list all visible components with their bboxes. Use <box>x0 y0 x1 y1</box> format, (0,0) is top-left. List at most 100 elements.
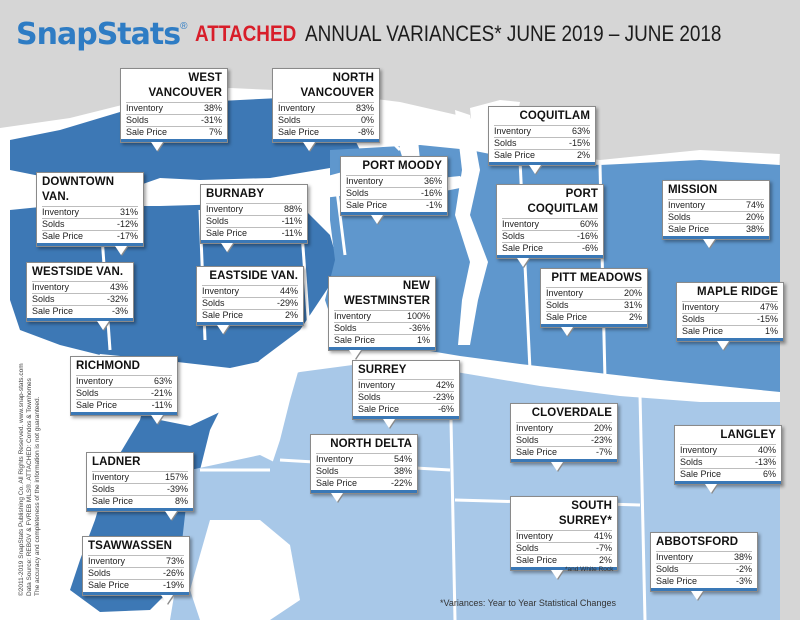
stat-row-solds: Solds -32% <box>32 293 128 305</box>
region-card-ladner: LADNER Inventory 157% Solds -39% Sale Price 8% <box>86 452 194 520</box>
stat-row-sale-price: Sale Price -3% <box>656 575 752 587</box>
stat-row-inventory: Inventory 43% <box>32 281 128 293</box>
callout-pointer <box>97 321 109 330</box>
stat-value: -32% <box>106 294 128 304</box>
region-card-port-moody: PORT MOODY Inventory 36% Solds -16% Sale Pric… <box>340 156 448 224</box>
region-card-cloverdale: CLOVERDALE Inventory 20% Solds -23% Sale Pric… <box>510 403 618 471</box>
region-card-eastside-van: EASTSIDE VAN. Inventory 44% Solds -29% Sale P… <box>196 266 304 334</box>
stat-label: Inventory <box>278 103 316 113</box>
region-name: PITT MEADOWS <box>551 272 642 284</box>
copyright-block: ©2011-2019 SnapStats Publishing Co. All … <box>18 363 42 596</box>
card-accent-bar <box>201 240 307 243</box>
stat-value: -39% <box>166 484 188 494</box>
card-accent-bar <box>511 459 617 462</box>
stat-row-inventory: Inventory 54% <box>316 453 412 465</box>
card-accent-bar <box>511 567 617 570</box>
variances-note: *Variances: Year to Year Statistical Cha… <box>440 598 616 608</box>
stat-value: -16% <box>420 188 442 198</box>
stat-value: 31% <box>623 300 642 310</box>
stat-value: 41% <box>593 531 612 541</box>
stat-row-sale-price: Sale Price 2% <box>516 554 612 566</box>
registered-mark: ® <box>180 20 188 32</box>
stat-value: 0% <box>360 115 374 125</box>
region-name: MISSION <box>668 184 718 196</box>
callout-pointer <box>551 570 563 579</box>
stat-row-solds: Solds 0% <box>278 114 374 126</box>
card-accent-bar <box>497 255 603 258</box>
card-accent-bar <box>37 243 143 246</box>
stat-label: Inventory <box>516 423 554 433</box>
stat-value: -13% <box>754 457 776 467</box>
stat-row-sale-price: Sale Price 2% <box>202 309 298 321</box>
callout-pointer <box>691 591 703 600</box>
stat-label: Inventory <box>92 472 130 482</box>
region-card-mission: MISSION Inventory 74% Solds 20% Sale Price 38% <box>662 180 770 248</box>
stat-label: Inventory <box>546 288 584 298</box>
region-card-new-westminster: NEW WESTMINSTER Inventory 100% Solds -36% Sal… <box>328 276 436 359</box>
stat-row-inventory: Inventory 157% <box>92 471 188 483</box>
stat-row-sale-price: Sale Price 2% <box>494 149 590 161</box>
stat-label: Inventory <box>126 103 164 113</box>
stat-row-inventory: Inventory 31% <box>42 206 138 218</box>
callout-pointer <box>383 419 395 428</box>
stat-row-sale-price: Sale Price 6% <box>680 468 776 480</box>
stat-label: Solds <box>32 294 55 304</box>
stat-value: -7% <box>595 543 612 553</box>
card-accent-bar <box>541 324 647 327</box>
callout-pointer <box>331 493 343 502</box>
stat-value: 2% <box>576 150 590 160</box>
stat-row-inventory: Inventory 88% <box>206 203 302 215</box>
stat-value: 1% <box>764 326 778 336</box>
region-card-west-vancouver: WEST VANCOUVER Inventory 38% Solds -31% Sale … <box>120 68 228 151</box>
callout-pointer <box>115 246 127 255</box>
stat-label: Solds <box>494 138 517 148</box>
stat-label: Sale Price <box>502 243 544 253</box>
stat-value: 2% <box>628 312 642 322</box>
stat-label: Solds <box>668 212 691 222</box>
region-card-north-delta: NORTH DELTA Inventory 54% Solds 38% Sale Pric… <box>310 434 418 502</box>
region-card-richmond: RICHMOND Inventory 63% Solds -21% Sale Price -… <box>70 356 178 424</box>
stat-label: Solds <box>278 115 301 125</box>
stat-row-solds: Solds -15% <box>494 137 590 149</box>
stat-value: -3% <box>735 576 752 586</box>
stat-value: 38% <box>733 552 752 562</box>
source-line: Data Source: REBGV & FVREB MLS®. ATTACHE… <box>26 378 33 596</box>
stat-label: Solds <box>516 543 539 553</box>
stat-value: -23% <box>432 392 454 402</box>
stat-label: Sale Price <box>42 231 84 241</box>
stat-label: Sale Price <box>656 576 698 586</box>
header: Snap Stats ® ATTACHED ANNUAL VARIANCES* JU… <box>16 14 789 54</box>
stat-value: 20% <box>745 212 764 222</box>
stat-label: Inventory <box>42 207 80 217</box>
region-name: RICHMOND <box>76 360 141 372</box>
stat-value: 100% <box>406 311 430 321</box>
stat-label: Inventory <box>502 219 540 229</box>
stat-row-inventory: Inventory 40% <box>680 444 776 456</box>
callout-pointer <box>705 484 717 493</box>
stat-value: 44% <box>279 286 298 296</box>
stat-row-sale-price: Sale Price 1% <box>682 325 778 337</box>
stat-label: Inventory <box>202 286 240 296</box>
stat-label: Sale Price <box>546 312 588 322</box>
stat-value: 40% <box>757 445 776 455</box>
stat-label: Solds <box>682 314 705 324</box>
region-name: EASTSIDE VAN. <box>209 270 298 282</box>
stat-label: Inventory <box>76 376 114 386</box>
region-card-south-surrey: SOUTH SURREY* Inventory 41% Solds -7% Sale Pr… <box>510 496 618 579</box>
stat-row-solds: Solds -31% <box>126 114 222 126</box>
callout-pointer <box>529 165 541 174</box>
stat-value: 31% <box>119 207 138 217</box>
stat-row-solds: Solds -23% <box>516 434 612 446</box>
stat-label: Sale Price <box>346 200 388 210</box>
stat-label: Solds <box>126 115 149 125</box>
stat-label: Solds <box>346 188 369 198</box>
stat-label: Sale Price <box>88 580 130 590</box>
card-accent-bar <box>121 139 227 142</box>
callout-pointer <box>217 325 229 334</box>
stat-row-solds: Solds -29% <box>202 297 298 309</box>
region-name: ABBOTSFORD <box>656 536 739 548</box>
region-card-surrey: SURREY Inventory 42% Solds -23% Sale Price -6% <box>352 360 460 428</box>
stat-row-inventory: Inventory 38% <box>656 551 752 563</box>
stat-row-sale-price: Sale Price -6% <box>502 242 598 254</box>
logo-snap: Snap <box>16 16 98 52</box>
